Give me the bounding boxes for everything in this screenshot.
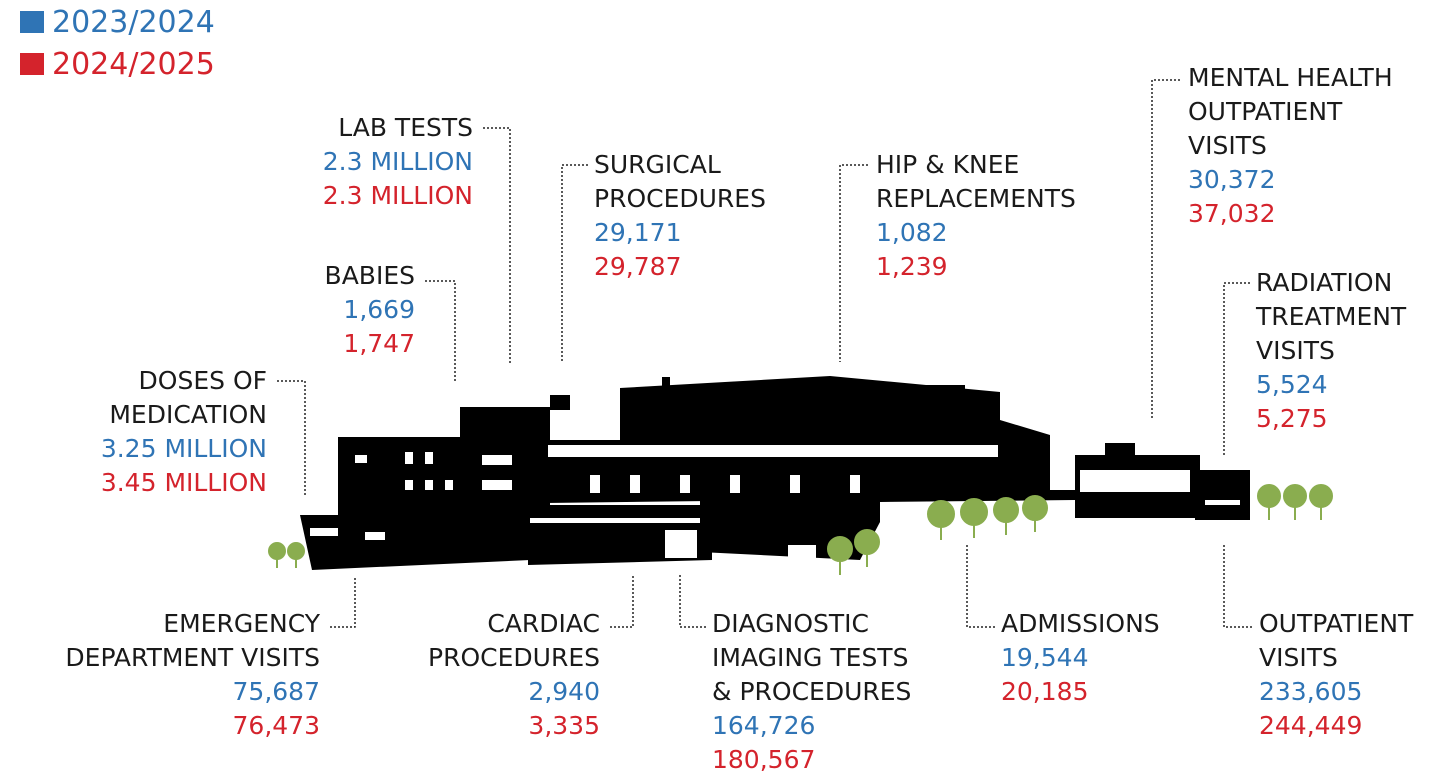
stat-label: VISITS bbox=[1259, 641, 1413, 675]
stat-label: ADMISSIONS bbox=[1001, 607, 1160, 641]
stat-value: 3.25 MILLION bbox=[101, 432, 267, 466]
stat-value: 20,185 bbox=[1001, 675, 1160, 709]
stat-value: 1,239 bbox=[876, 250, 1076, 284]
stat-label: OUTPATIENT bbox=[1188, 95, 1393, 129]
stat-value: 2.3 MILLION bbox=[323, 145, 473, 179]
stat-value: 19,544 bbox=[1001, 641, 1160, 675]
stat-label: PROCEDURES bbox=[594, 182, 766, 216]
stat-label: RADIATION bbox=[1256, 266, 1406, 300]
page: {"legend": [{"label": "2023/2024", "colo… bbox=[0, 0, 1447, 778]
stat-value: 75,687 bbox=[65, 675, 320, 709]
stat-value: 244,449 bbox=[1259, 709, 1413, 743]
stat-label: DOSES OF bbox=[101, 364, 267, 398]
stat-label: BABIES bbox=[325, 259, 415, 293]
stat-label: VISITS bbox=[1256, 334, 1406, 368]
stat-label: REPLACEMENTS bbox=[876, 182, 1076, 216]
stat-value: 2.3 MILLION bbox=[323, 179, 473, 213]
stat-label: OUTPATIENT bbox=[1259, 607, 1413, 641]
legend-label: 2023/2024 bbox=[52, 5, 215, 40]
stat-label: DEPARTMENT VISITS bbox=[65, 641, 320, 675]
stat-label: EMERGENCY bbox=[65, 607, 320, 641]
stat-value: 233,605 bbox=[1259, 675, 1413, 709]
stat-value: 76,473 bbox=[65, 709, 320, 743]
stat-value: 29,787 bbox=[594, 250, 766, 284]
stat-value: 5,524 bbox=[1256, 368, 1406, 402]
stat-value: 1,747 bbox=[325, 327, 415, 361]
stat-label: HIP & KNEE bbox=[876, 148, 1076, 182]
stat-label: DIAGNOSTIC bbox=[712, 607, 911, 641]
stat-value: 1,669 bbox=[325, 293, 415, 327]
stat-label: PROCEDURES bbox=[428, 641, 600, 675]
stat-label: MENTAL HEALTH bbox=[1188, 61, 1393, 95]
stat-label: MEDICATION bbox=[101, 398, 267, 432]
stat-value: 1,082 bbox=[876, 216, 1076, 250]
legend-item: 2024/2025 bbox=[20, 46, 215, 82]
stat-value: 30,372 bbox=[1188, 163, 1393, 197]
stat-label: TREATMENT bbox=[1256, 300, 1406, 334]
stat-value: 164,726 bbox=[712, 709, 911, 743]
stat-label: LAB TESTS bbox=[323, 111, 473, 145]
stat-value: 3,335 bbox=[428, 709, 600, 743]
stat-label: IMAGING TESTS bbox=[712, 641, 911, 675]
stat-value: 29,171 bbox=[594, 216, 766, 250]
stat-value: 3.45 MILLION bbox=[101, 466, 267, 500]
legend-label: 2024/2025 bbox=[52, 47, 215, 82]
legend-item: 2023/2024 bbox=[20, 4, 215, 40]
stat-label: & PROCEDURES bbox=[712, 675, 911, 709]
stat-value: 37,032 bbox=[1188, 197, 1393, 231]
stat-value: 2,940 bbox=[428, 675, 600, 709]
stat-label: CARDIAC bbox=[428, 607, 600, 641]
legend-swatch bbox=[20, 53, 44, 75]
legend-swatch bbox=[20, 11, 44, 33]
stat-value: 180,567 bbox=[712, 743, 911, 777]
stat-label: VISITS bbox=[1188, 129, 1393, 163]
stat-value: 5,275 bbox=[1256, 402, 1406, 436]
stat-label: SURGICAL bbox=[594, 148, 766, 182]
